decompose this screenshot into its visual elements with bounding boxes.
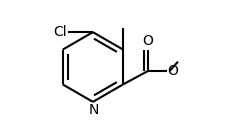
Text: O: O (166, 64, 177, 78)
Text: O: O (142, 34, 153, 48)
Text: Cl: Cl (53, 25, 67, 39)
Text: N: N (88, 103, 98, 117)
